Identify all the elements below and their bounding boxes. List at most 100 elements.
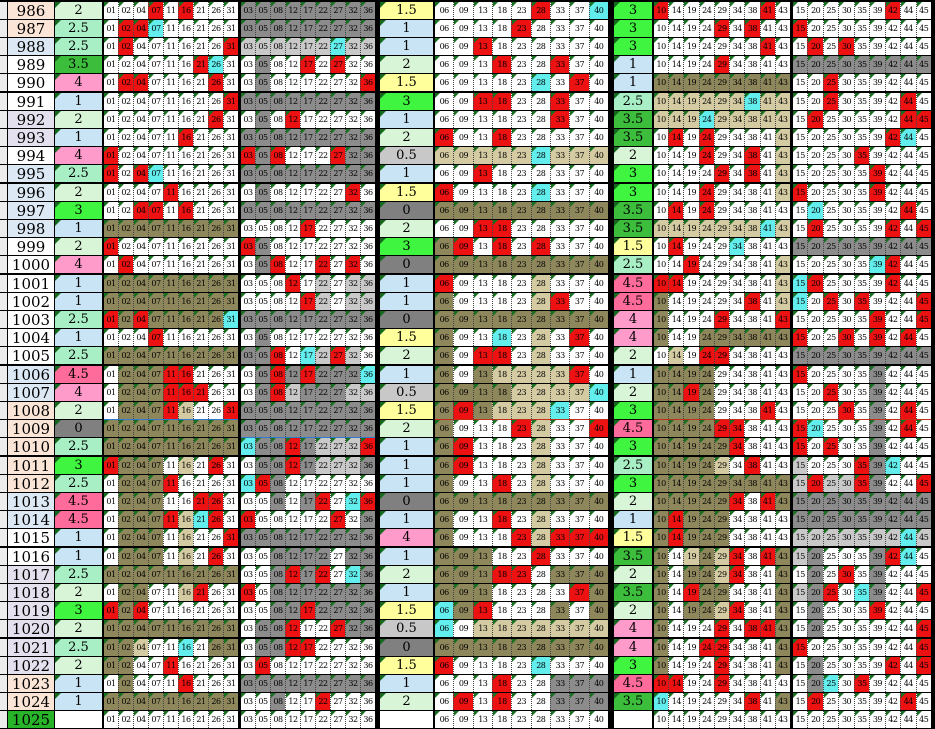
number-cell[interactable]: 07	[148, 293, 163, 310]
number-cell[interactable]: 40	[588, 438, 608, 455]
number-cell[interactable]: 01	[104, 493, 118, 510]
number-cell[interactable]: 06	[435, 584, 454, 601]
value-cell-panel2[interactable]: 2	[380, 220, 433, 237]
number-cell[interactable]: 24	[698, 293, 714, 310]
number-cell[interactable]: 18	[491, 457, 512, 474]
number-cell[interactable]: 17	[300, 475, 315, 492]
number-cell[interactable]: 23	[511, 38, 531, 55]
number-cell[interactable]: 43	[774, 548, 790, 565]
number-cell[interactable]: 21	[193, 566, 208, 583]
number-cell[interactable]: 17	[300, 402, 315, 419]
number-cell[interactable]: 27	[330, 275, 345, 292]
number-cell[interactable]: 04	[133, 293, 148, 310]
number-cell[interactable]: 26	[208, 493, 223, 510]
number-cell[interactable]: 04	[133, 129, 148, 146]
number-cell[interactable]: 07	[148, 2, 163, 19]
number-cell[interactable]: 29	[713, 566, 730, 583]
number-cell[interactable]: 07	[148, 93, 163, 110]
number-cell[interactable]: 26	[208, 238, 223, 255]
number-cell[interactable]: 34	[729, 438, 745, 455]
number-cell[interactable]: 09	[453, 566, 473, 583]
value-cell-panel3[interactable]: 1.5	[614, 529, 652, 546]
value-cell-panel3[interactable]: 4	[614, 311, 652, 328]
number-cell[interactable]: 24	[698, 56, 714, 73]
number-cell[interactable]: 02	[118, 129, 133, 146]
number-cell[interactable]: 05	[255, 129, 270, 146]
number-cell[interactable]: 28	[530, 93, 550, 110]
number-cell[interactable]: 09	[453, 165, 473, 182]
number-cell[interactable]: 19	[683, 329, 699, 346]
number-cell[interactable]: 29	[713, 129, 730, 146]
number-cell[interactable]: 22	[315, 129, 330, 146]
number-cell[interactable]: 16	[178, 493, 193, 510]
number-cell[interactable]: 12	[285, 93, 300, 110]
number-cell[interactable]: 14	[668, 38, 684, 55]
number-cell[interactable]: 04	[133, 420, 148, 437]
number-cell[interactable]: 18	[491, 165, 512, 182]
number-cell[interactable]: 35	[853, 220, 870, 237]
number-cell[interactable]: 16	[178, 147, 193, 164]
number-cell[interactable]: 44	[900, 548, 916, 565]
number-cell[interactable]: 26	[208, 293, 223, 310]
number-cell[interactable]: 24	[698, 475, 714, 492]
number-cell[interactable]: 41	[759, 202, 775, 219]
number-cell[interactable]: 25	[822, 202, 839, 219]
number-cell[interactable]: 31	[223, 20, 238, 37]
number-cell[interactable]: 44	[900, 129, 916, 146]
number-cell[interactable]: 07	[148, 584, 163, 601]
number-cell[interactable]: 26	[208, 20, 223, 37]
number-cell[interactable]: 11	[163, 293, 178, 310]
number-cell[interactable]: 30	[838, 329, 854, 346]
number-cell[interactable]: 42	[884, 475, 901, 492]
number-cell[interactable]: 01	[104, 165, 118, 182]
number-cell[interactable]: 24	[698, 457, 714, 474]
number-cell[interactable]: 32	[345, 438, 360, 455]
number-cell[interactable]: 06	[435, 220, 454, 237]
number-cell[interactable]: 21	[193, 111, 208, 128]
number-cell[interactable]: 10	[654, 420, 669, 437]
number-cell[interactable]: 12	[285, 38, 300, 55]
number-cell[interactable]: 25	[822, 74, 839, 91]
number-cell[interactable]: 09	[453, 402, 473, 419]
number-cell[interactable]: 34	[729, 147, 745, 164]
number-cell[interactable]: 40	[588, 202, 608, 219]
number-cell[interactable]: 26	[208, 111, 223, 128]
number-cell[interactable]: 06	[435, 275, 454, 292]
number-cell[interactable]: 43	[774, 584, 790, 601]
number-cell[interactable]: 06	[435, 20, 454, 37]
number-cell[interactable]: 13	[472, 111, 492, 128]
number-cell[interactable]: 29	[713, 220, 730, 237]
number-cell[interactable]: 45	[915, 147, 931, 164]
number-cell[interactable]: 08	[270, 202, 285, 219]
number-cell[interactable]: 18	[491, 475, 512, 492]
number-cell[interactable]: 11	[163, 566, 178, 583]
number-cell[interactable]: 32	[345, 347, 360, 364]
number-cell[interactable]: 28	[530, 56, 550, 73]
number-cell[interactable]: 23	[511, 165, 531, 182]
number-cell[interactable]: 01	[104, 329, 118, 346]
number-cell[interactable]: 42	[884, 366, 901, 383]
number-cell[interactable]: 24	[698, 347, 714, 364]
number-cell[interactable]: 34	[729, 111, 745, 128]
number-cell[interactable]: 17	[300, 256, 315, 273]
number-cell[interactable]: 15	[793, 566, 808, 583]
value-cell-panel3[interactable]: 3.5	[614, 548, 652, 565]
number-cell[interactable]: 26	[208, 548, 223, 565]
number-cell[interactable]: 14	[668, 420, 684, 437]
number-cell[interactable]: 36	[360, 2, 375, 19]
value-cell-panel1[interactable]: 1	[55, 93, 102, 110]
number-cell[interactable]: 28	[530, 311, 550, 328]
number-cell[interactable]: 36	[360, 366, 375, 383]
number-cell[interactable]: 42	[884, 311, 901, 328]
value-cell-panel3[interactable]: 2.5	[614, 457, 652, 474]
number-cell[interactable]: 43	[774, 493, 790, 510]
number-cell[interactable]: 42	[884, 275, 901, 292]
number-cell[interactable]: 12	[285, 438, 300, 455]
number-cell[interactable]: 25	[822, 511, 839, 528]
value-cell-panel3[interactable]: 2.5	[614, 256, 652, 273]
number-cell[interactable]: 15	[793, 38, 808, 55]
number-cell[interactable]: 09	[453, 493, 473, 510]
number-cell[interactable]: 27	[330, 311, 345, 328]
number-cell[interactable]: 16	[178, 511, 193, 528]
number-cell[interactable]: 14	[668, 566, 684, 583]
